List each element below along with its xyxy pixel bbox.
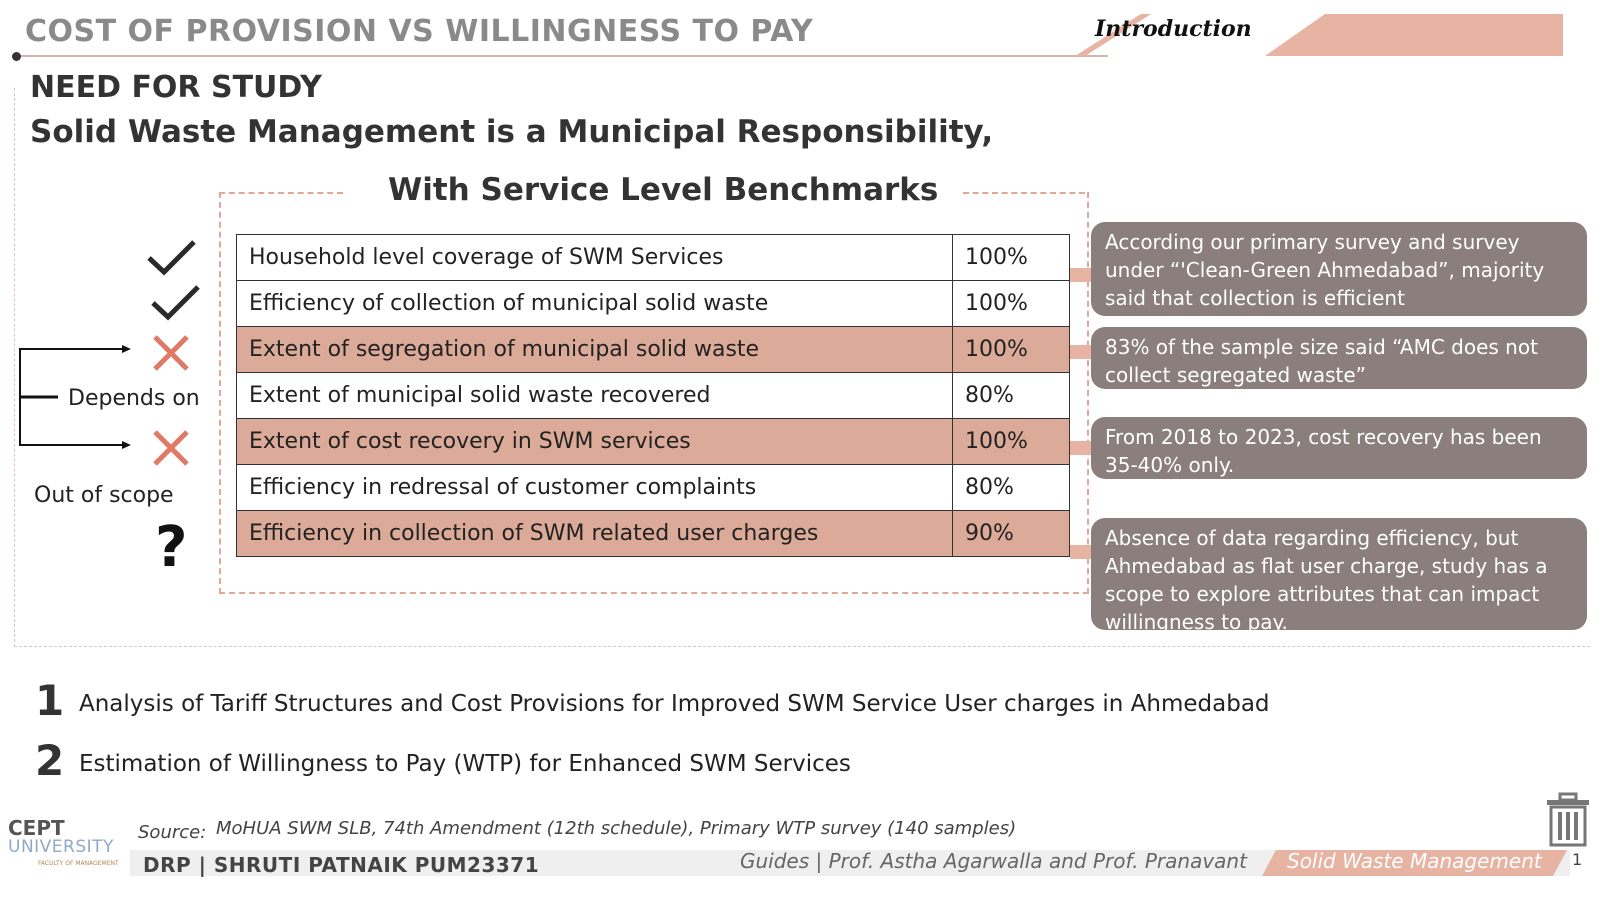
question-mark-icon: ? [155, 515, 188, 580]
indicator-cell: Household level coverage of SWM Services [236, 234, 953, 281]
table-row: Extent of municipal solid waste recovere… [236, 372, 1070, 419]
benchmark-title: With Service Level Benchmarks [388, 172, 939, 208]
header-tab-shapes [1075, 14, 1563, 56]
benchmark-frame-top-right [963, 192, 1085, 194]
cross-icon [153, 430, 189, 466]
page-number: 1 [1572, 850, 1583, 869]
underline-dot [12, 52, 21, 61]
objective-text: Analysis of Tariff Structures and Cost P… [79, 691, 1270, 717]
title-underline [18, 55, 1108, 57]
table-row: Efficiency of collection of municipal so… [236, 280, 1070, 327]
note-cost-recovery: From 2018 to 2023, cost recovery has bee… [1091, 417, 1587, 479]
value-cell: 80% [952, 464, 1070, 511]
note-collection-efficiency: According our primary survey and survey … [1091, 222, 1587, 316]
benchmark-table: Household level coverage of SWM Services… [236, 234, 1070, 557]
footer-topic: Solid Waste Management [1287, 849, 1542, 873]
benchmark-frame [219, 192, 1089, 594]
tab-band [1265, 14, 1563, 56]
logo-cept: CEPT [8, 816, 65, 840]
value-cell: 90% [952, 510, 1070, 557]
section-subheading: Solid Waste Management is a Municipal Re… [30, 114, 994, 150]
indicator-cell: Efficiency of collection of municipal so… [236, 280, 953, 327]
indicator-cell: Extent of municipal solid waste recovere… [236, 372, 953, 419]
objective-number: 1 [35, 676, 65, 725]
trash-icon [1547, 792, 1589, 847]
logo-university: UNIVERSITY [8, 837, 114, 857]
check-icon [151, 285, 200, 321]
logo-faculty: FACULTY OF MANAGEMENT [38, 860, 119, 867]
value-cell: 100% [952, 280, 1070, 327]
note-segregation: 83% of the sample size said “AMC does no… [1091, 327, 1587, 389]
source-text: MoHUA SWM SLB, 74th Amendment (12th sche… [216, 818, 1017, 839]
slide-title: COST OF PROVISION VS WILLINGNESS TO PAY [25, 14, 814, 49]
section-frame [14, 88, 1590, 647]
benchmark-frame-top-left [219, 192, 343, 194]
table-row-highlighted: Extent of segregation of municipal solid… [236, 326, 1070, 373]
footer-guides: Guides | Prof. Astha Agarwalla and Prof.… [740, 849, 1247, 873]
value-cell: 100% [952, 326, 1070, 373]
footer-author: DRP | SHRUTI PATNAIK PUM23371 [143, 853, 540, 877]
footer-topic-shape [1262, 850, 1567, 876]
objective-text: Estimation of Willingness to Pay (WTP) f… [79, 751, 851, 777]
table-row: Efficiency in redressal of customer comp… [236, 464, 1070, 511]
cross-icon [153, 335, 189, 371]
objective-number: 2 [35, 736, 65, 785]
indicator-cell: Efficiency in collection of SWM related … [236, 510, 953, 557]
depends-on-bracket [19, 345, 131, 449]
check-icon [147, 240, 196, 276]
indicator-cell: Efficiency in redressal of customer comp… [236, 464, 953, 511]
table-row-highlighted: Efficiency in collection of SWM related … [236, 510, 1070, 557]
tab-stripe [1075, 14, 1151, 56]
value-cell: 100% [952, 418, 1070, 465]
value-cell: 80% [952, 372, 1070, 419]
out-of-scope-label: Out of scope [34, 483, 174, 508]
section-tab-introduction: Introduction [1095, 16, 1252, 42]
table-row: Household level coverage of SWM Services… [236, 234, 1070, 281]
section-heading: NEED FOR STUDY [30, 70, 322, 105]
value-cell: 100% [952, 234, 1070, 281]
source-label: Source: [138, 822, 207, 843]
indicator-cell: Extent of cost recovery in SWM services [236, 418, 953, 465]
indicator-cell: Extent of segregation of municipal solid… [236, 326, 953, 373]
table-row-highlighted: Extent of cost recovery in SWM services … [236, 418, 1070, 465]
depends-on-label: Depends on [68, 386, 200, 411]
note-user-charges: Absence of data regarding efficiency, bu… [1091, 518, 1587, 634]
